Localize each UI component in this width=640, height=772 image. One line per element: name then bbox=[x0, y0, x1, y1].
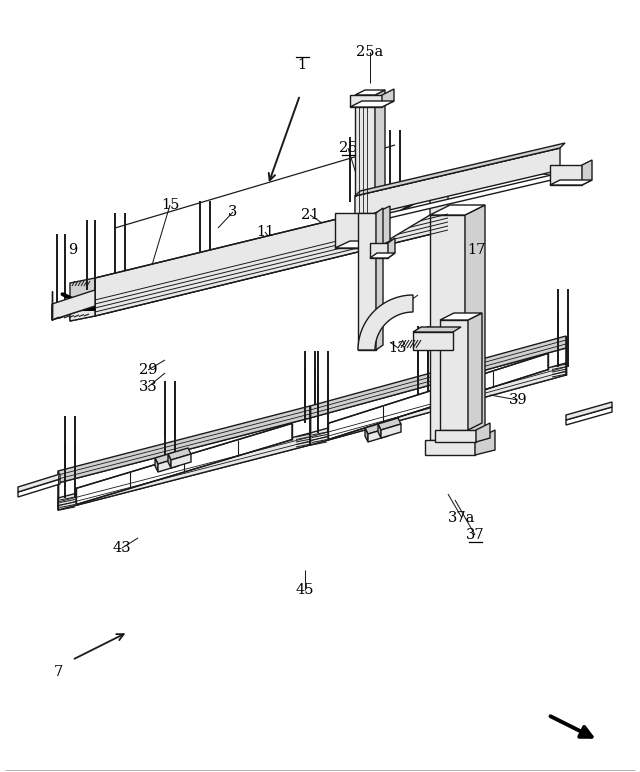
Text: 3: 3 bbox=[228, 205, 237, 219]
Polygon shape bbox=[375, 90, 385, 248]
Text: 23: 23 bbox=[491, 161, 509, 175]
Polygon shape bbox=[355, 90, 385, 95]
Text: 19: 19 bbox=[391, 301, 409, 315]
Polygon shape bbox=[566, 407, 612, 425]
Polygon shape bbox=[70, 296, 95, 321]
Text: 43: 43 bbox=[113, 541, 131, 555]
Polygon shape bbox=[435, 430, 476, 442]
Text: 9: 9 bbox=[68, 243, 77, 257]
Polygon shape bbox=[350, 95, 382, 107]
Text: 7: 7 bbox=[53, 665, 63, 679]
Polygon shape bbox=[58, 418, 310, 510]
Polygon shape bbox=[355, 148, 560, 218]
Polygon shape bbox=[381, 424, 401, 438]
Text: 39: 39 bbox=[509, 393, 527, 407]
Polygon shape bbox=[350, 101, 394, 107]
Polygon shape bbox=[413, 332, 453, 350]
Polygon shape bbox=[335, 213, 375, 248]
Polygon shape bbox=[355, 143, 565, 196]
Text: 11: 11 bbox=[256, 225, 274, 239]
Polygon shape bbox=[328, 354, 548, 439]
Polygon shape bbox=[375, 206, 390, 248]
Text: 27: 27 bbox=[372, 215, 391, 229]
Polygon shape bbox=[475, 430, 495, 455]
Polygon shape bbox=[425, 440, 475, 455]
Text: 1: 1 bbox=[298, 58, 307, 72]
Polygon shape bbox=[58, 433, 310, 510]
Polygon shape bbox=[335, 241, 390, 248]
Polygon shape bbox=[382, 89, 394, 107]
Polygon shape bbox=[52, 290, 95, 320]
Polygon shape bbox=[566, 402, 612, 420]
Polygon shape bbox=[476, 423, 490, 442]
Polygon shape bbox=[365, 422, 388, 434]
Polygon shape bbox=[310, 363, 566, 445]
Polygon shape bbox=[365, 428, 368, 442]
Polygon shape bbox=[413, 327, 461, 332]
Polygon shape bbox=[388, 238, 395, 258]
Text: 25a: 25a bbox=[356, 45, 383, 59]
Polygon shape bbox=[355, 95, 375, 248]
Polygon shape bbox=[440, 320, 468, 430]
Polygon shape bbox=[440, 313, 482, 320]
Polygon shape bbox=[375, 183, 450, 226]
Polygon shape bbox=[358, 213, 376, 350]
Polygon shape bbox=[468, 313, 482, 430]
Text: 21: 21 bbox=[301, 208, 319, 222]
Polygon shape bbox=[368, 428, 388, 442]
Text: 29: 29 bbox=[139, 363, 157, 377]
Polygon shape bbox=[355, 173, 560, 226]
Text: 25: 25 bbox=[339, 141, 357, 155]
Text: 17: 17 bbox=[467, 243, 485, 257]
Polygon shape bbox=[550, 165, 582, 185]
Polygon shape bbox=[158, 458, 178, 472]
Polygon shape bbox=[430, 215, 465, 440]
Text: 37a: 37a bbox=[448, 511, 476, 525]
Polygon shape bbox=[76, 423, 292, 505]
Polygon shape bbox=[310, 336, 566, 418]
Polygon shape bbox=[155, 458, 158, 472]
Text: 33: 33 bbox=[139, 380, 157, 394]
Polygon shape bbox=[430, 205, 485, 215]
Polygon shape bbox=[358, 295, 413, 350]
Polygon shape bbox=[378, 418, 401, 430]
Polygon shape bbox=[465, 205, 485, 440]
Text: 15: 15 bbox=[161, 198, 179, 212]
Text: 37: 37 bbox=[466, 528, 484, 542]
Polygon shape bbox=[370, 253, 395, 258]
Polygon shape bbox=[550, 180, 592, 185]
Polygon shape bbox=[70, 278, 95, 321]
Polygon shape bbox=[155, 452, 178, 464]
Polygon shape bbox=[378, 424, 381, 438]
Polygon shape bbox=[52, 293, 95, 320]
Polygon shape bbox=[58, 406, 310, 483]
Text: 45: 45 bbox=[296, 583, 314, 597]
Polygon shape bbox=[376, 208, 383, 350]
Polygon shape bbox=[375, 193, 430, 248]
Polygon shape bbox=[168, 454, 171, 468]
Polygon shape bbox=[95, 192, 448, 316]
Polygon shape bbox=[310, 348, 566, 445]
Polygon shape bbox=[171, 454, 191, 468]
Text: 13: 13 bbox=[388, 341, 407, 355]
Polygon shape bbox=[168, 448, 191, 460]
Polygon shape bbox=[370, 243, 388, 258]
Polygon shape bbox=[18, 474, 60, 492]
Polygon shape bbox=[582, 160, 592, 185]
Polygon shape bbox=[18, 479, 60, 497]
Polygon shape bbox=[95, 210, 448, 316]
